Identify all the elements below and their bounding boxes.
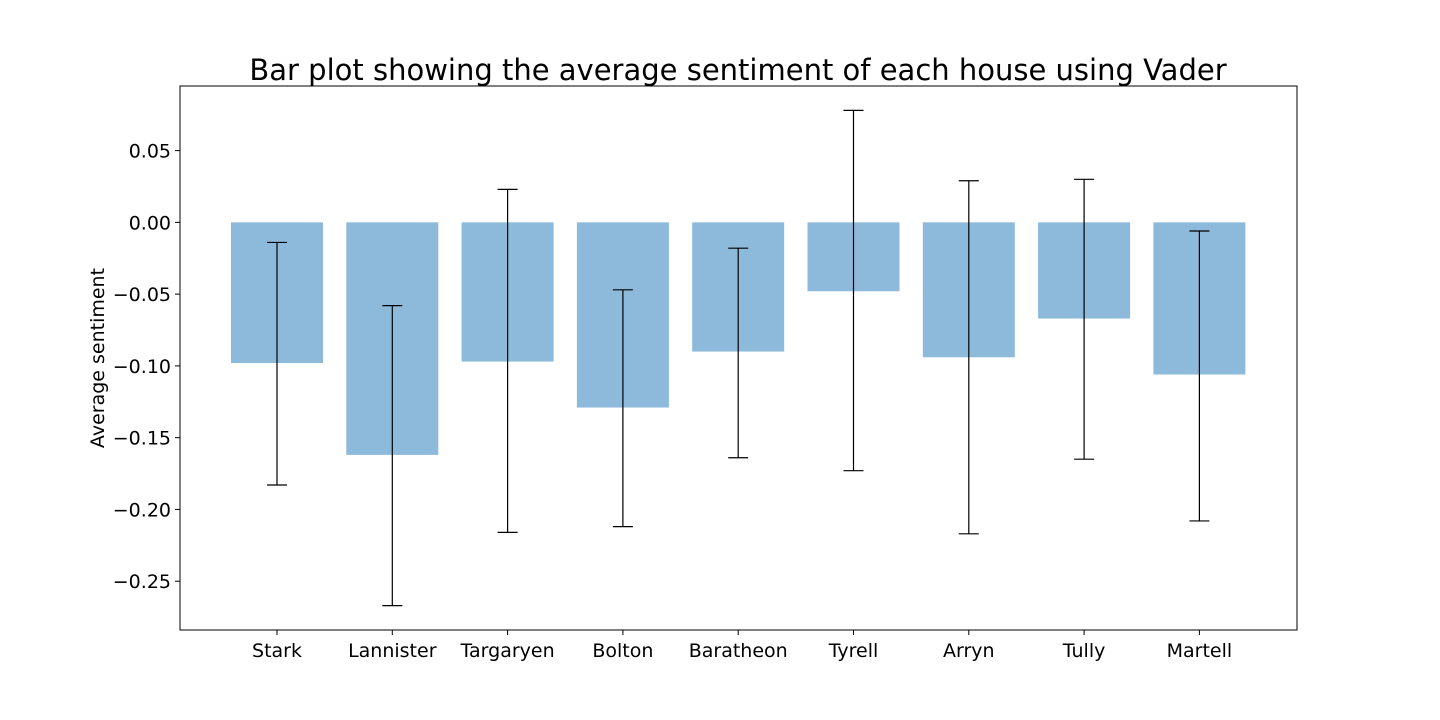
x-tick-label-martell: Martell: [1167, 640, 1233, 662]
x-tick-label-tyrell: Tyrell: [828, 640, 879, 662]
x-tick-label-tully: Tully: [1062, 640, 1106, 662]
x-tick-label-baratheon: Baratheon: [689, 640, 788, 662]
y-tick-label: 0.00: [129, 212, 171, 234]
x-tick-label-bolton: Bolton: [592, 640, 653, 662]
y-tick-label: −0.20: [113, 499, 171, 521]
x-tick-label-targaryen: Targaryen: [460, 640, 555, 662]
x-axis: Stark Lannister Targaryen Bolton Baratheon Ty…: [252, 630, 1232, 662]
y-tick-label: −0.05: [113, 284, 171, 306]
x-tick-label-lannister: Lannister: [348, 640, 437, 662]
y-axis-label: Average sentiment: [87, 268, 109, 448]
y-tick-label: −0.25: [113, 571, 171, 593]
error-bars-layer: [267, 109, 1210, 607]
y-tick-label: −0.10: [113, 356, 171, 378]
y-axis: 0.05 0.00 −0.05 −0.10 −0.15 −0.20 −0.25: [113, 141, 180, 593]
x-tick-label-arryn: Arryn: [943, 640, 995, 662]
y-tick-label: −0.15: [113, 428, 171, 450]
x-tick-label-stark: Stark: [252, 640, 302, 662]
y-tick-label: 0.05: [129, 141, 171, 163]
chart-title: Bar plot showing the average sentiment o…: [249, 53, 1226, 87]
